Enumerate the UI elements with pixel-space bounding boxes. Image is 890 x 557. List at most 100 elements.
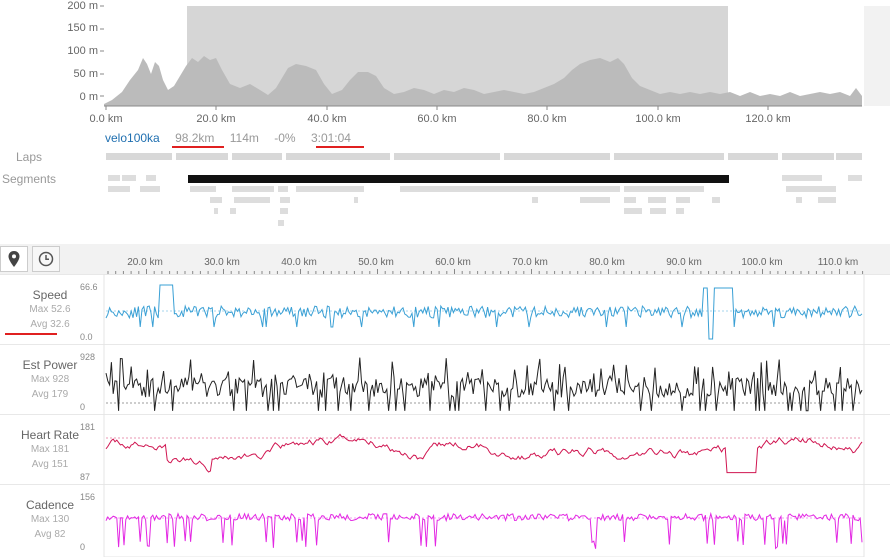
activity-summary: velo100ka 98.2km 114m -0% 3:01:04 [105, 131, 351, 147]
y-tick-label: 200 m [67, 0, 98, 12]
laps-label: Laps [16, 150, 43, 164]
segment-bar [624, 197, 636, 203]
activity-name-link[interactable]: velo100ka [105, 131, 160, 145]
segment-bar [122, 175, 136, 181]
elevation-chart[interactable]: 200 m 150 m 100 m 50 m 0 m 0.0 km 20.0 k… [0, 0, 890, 130]
x-tick-label: 20.0 km [196, 113, 235, 125]
lap-bar [106, 153, 172, 160]
y-tick-label: 50 m [74, 68, 98, 80]
lap-bar [394, 153, 500, 160]
map-pin-icon [8, 251, 20, 267]
elapsed-time-value: 3:01:04 [310, 131, 351, 145]
right-scroll-bar [864, 6, 890, 106]
segment-bar [278, 186, 288, 192]
segment-bar [786, 186, 836, 192]
speed-stream-label: Speed Max 52.6 Avg 32.6 [29, 288, 71, 330]
x-tick-label: 120.0 km [745, 113, 790, 125]
segment-bar [296, 186, 364, 192]
x-tick-label: 110.0 km [818, 257, 858, 268]
segment-bar [624, 186, 704, 192]
segment-bar [140, 186, 160, 192]
streams-chart[interactable]: 66.6 0.0 928 0 181 87 156 0 [0, 274, 890, 557]
stream-trace [105, 511, 863, 550]
y-tick-label: 150 m [67, 22, 98, 34]
laps-bar [106, 153, 862, 160]
segments-label: Segments [2, 172, 57, 186]
segment-bar [624, 208, 642, 214]
stream-trace [105, 284, 863, 340]
segment-bar [234, 197, 270, 203]
segment-bar [280, 197, 290, 203]
heartrate-stream-label: Heart Rate Max 181 Avg 151 [20, 428, 80, 470]
lap-bar [504, 153, 610, 160]
y-tick-label: 0 m [80, 91, 98, 103]
x-tick-label: 30.0 km [204, 257, 240, 268]
x-tick-label: 80.0 km [527, 113, 566, 125]
segment-bar [712, 197, 720, 203]
speed-top-value: 66.6 [80, 282, 98, 292]
x-tick-label: 100.0 km [741, 257, 782, 268]
segment-bar [650, 208, 666, 214]
segment-bar [648, 197, 666, 203]
elevation-profile [104, 56, 862, 106]
segment-bar [782, 175, 822, 181]
power-top-value: 928 [80, 352, 95, 362]
segment-bar [230, 208, 236, 214]
x-tick-label: 60.0 km [417, 113, 456, 125]
segment-bar [190, 186, 216, 192]
x-tick-label: 20.0 km [127, 257, 163, 268]
segment-bar [676, 208, 684, 214]
power-bottom-value: 0 [80, 402, 85, 412]
lap-bar [286, 153, 390, 160]
segments-bars [108, 175, 862, 226]
stream-trace [105, 433, 863, 474]
power-stream-label: Est Power Max 928 Avg 179 [22, 358, 78, 400]
grade-value: -0% [274, 131, 296, 145]
x-tick-label: 100.0 km [635, 113, 680, 125]
segment-bar [354, 197, 358, 203]
y-tick-label: 100 m [67, 45, 98, 57]
distance-underline [172, 146, 224, 148]
lap-bar [176, 153, 228, 160]
segment-bar [108, 175, 120, 181]
avg-speed-underline [5, 333, 57, 335]
cadence-top-value: 156 [80, 492, 95, 502]
segment-bar [676, 197, 690, 203]
lap-bar [728, 153, 778, 160]
segment-bar [532, 197, 538, 203]
time-tab[interactable] [32, 246, 60, 272]
segment-bar [280, 208, 288, 214]
segment-bar [210, 197, 222, 203]
elevation-gain-value: 114m [229, 131, 259, 145]
clock-icon [38, 251, 54, 267]
cadence-stream-label: Cadence Max 130 Avg 82 [25, 498, 75, 540]
segment-bar [848, 175, 862, 181]
x-tick-label: 40.0 km [281, 257, 317, 268]
segment-bar [796, 197, 802, 203]
lap-bar [614, 153, 724, 160]
x-tick-label: 80.0 km [589, 257, 625, 268]
x-tick-label: 70.0 km [512, 257, 548, 268]
x-tick-label: 60.0 km [435, 257, 471, 268]
segment-bar [278, 220, 284, 226]
segment-bar [400, 186, 620, 192]
streams-toolbar [0, 244, 890, 274]
laps-segments-track[interactable] [0, 150, 890, 235]
segment-bar [580, 197, 610, 203]
speed-bottom-value: 0.0 [80, 332, 93, 342]
stream-distance-axis: 20.0 km 30.0 km 40.0 km 50.0 km 60.0 km … [107, 257, 864, 274]
map-tab[interactable] [0, 246, 28, 272]
segment-bar [146, 175, 156, 181]
lap-bar [836, 153, 862, 160]
stream-trace [105, 357, 863, 412]
heartrate-top-value: 181 [80, 422, 95, 432]
lap-bar [782, 153, 834, 160]
cadence-bottom-value: 0 [80, 542, 85, 552]
heartrate-bottom-value: 87 [80, 472, 90, 482]
x-tick-label: 40.0 km [307, 113, 346, 125]
distance-value: 98.2km [175, 131, 215, 145]
lap-bar [232, 153, 282, 160]
time-underline [316, 146, 364, 148]
selected-segment [188, 175, 729, 183]
segment-bar [214, 208, 218, 214]
